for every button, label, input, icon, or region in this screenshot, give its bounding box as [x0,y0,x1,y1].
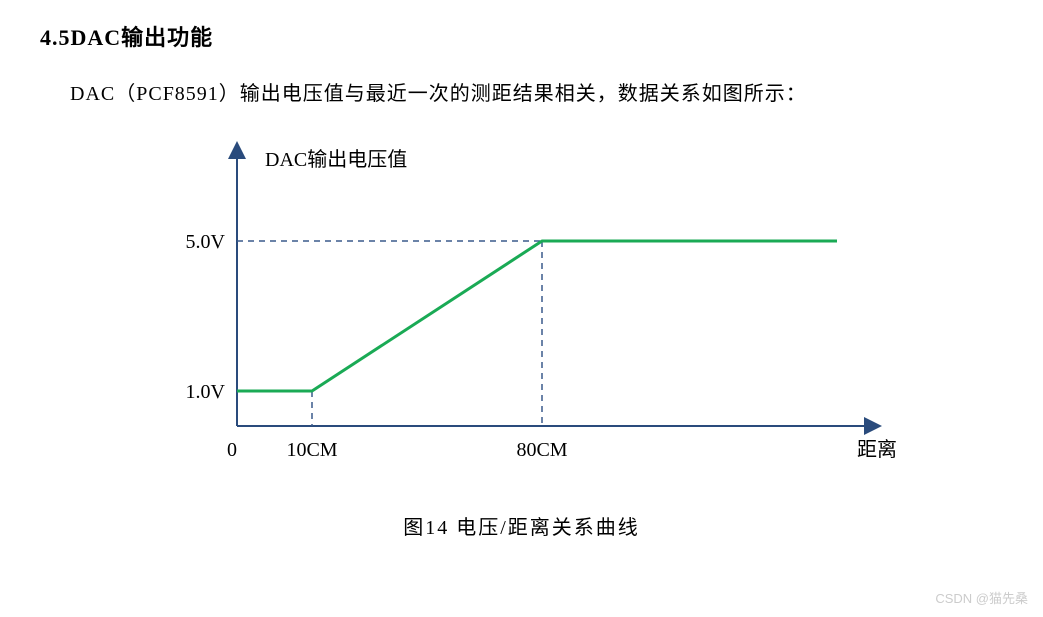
watermark-text: CSDN @猫先桑 [935,588,1028,607]
svg-text:80CM: 80CM [516,439,567,461]
svg-text:距离: 距离 [857,438,897,461]
svg-text:DAC输出电压值: DAC输出电压值 [265,148,407,171]
figure-caption: 图14 电压/距离关系曲线 [40,511,1003,540]
svg-text:5.0V: 5.0V [185,231,225,253]
chart-container: DAC输出电压值距离 0 5.0V 1.0V 10CM 80CM [40,126,1003,486]
svg-text:10CM: 10CM [286,439,337,461]
description-text: DAC（PCF8591）输出电压值与最近一次的测距结果相关，数据关系如图所示： [70,77,1003,106]
svg-text:1.0V: 1.0V [185,381,225,403]
svg-text:0: 0 [227,439,237,461]
voltage-distance-chart: DAC输出电压值距离 0 5.0V 1.0V 10CM 80CM [137,126,907,486]
section-title: 4.5DAC输出功能 [40,20,1003,52]
